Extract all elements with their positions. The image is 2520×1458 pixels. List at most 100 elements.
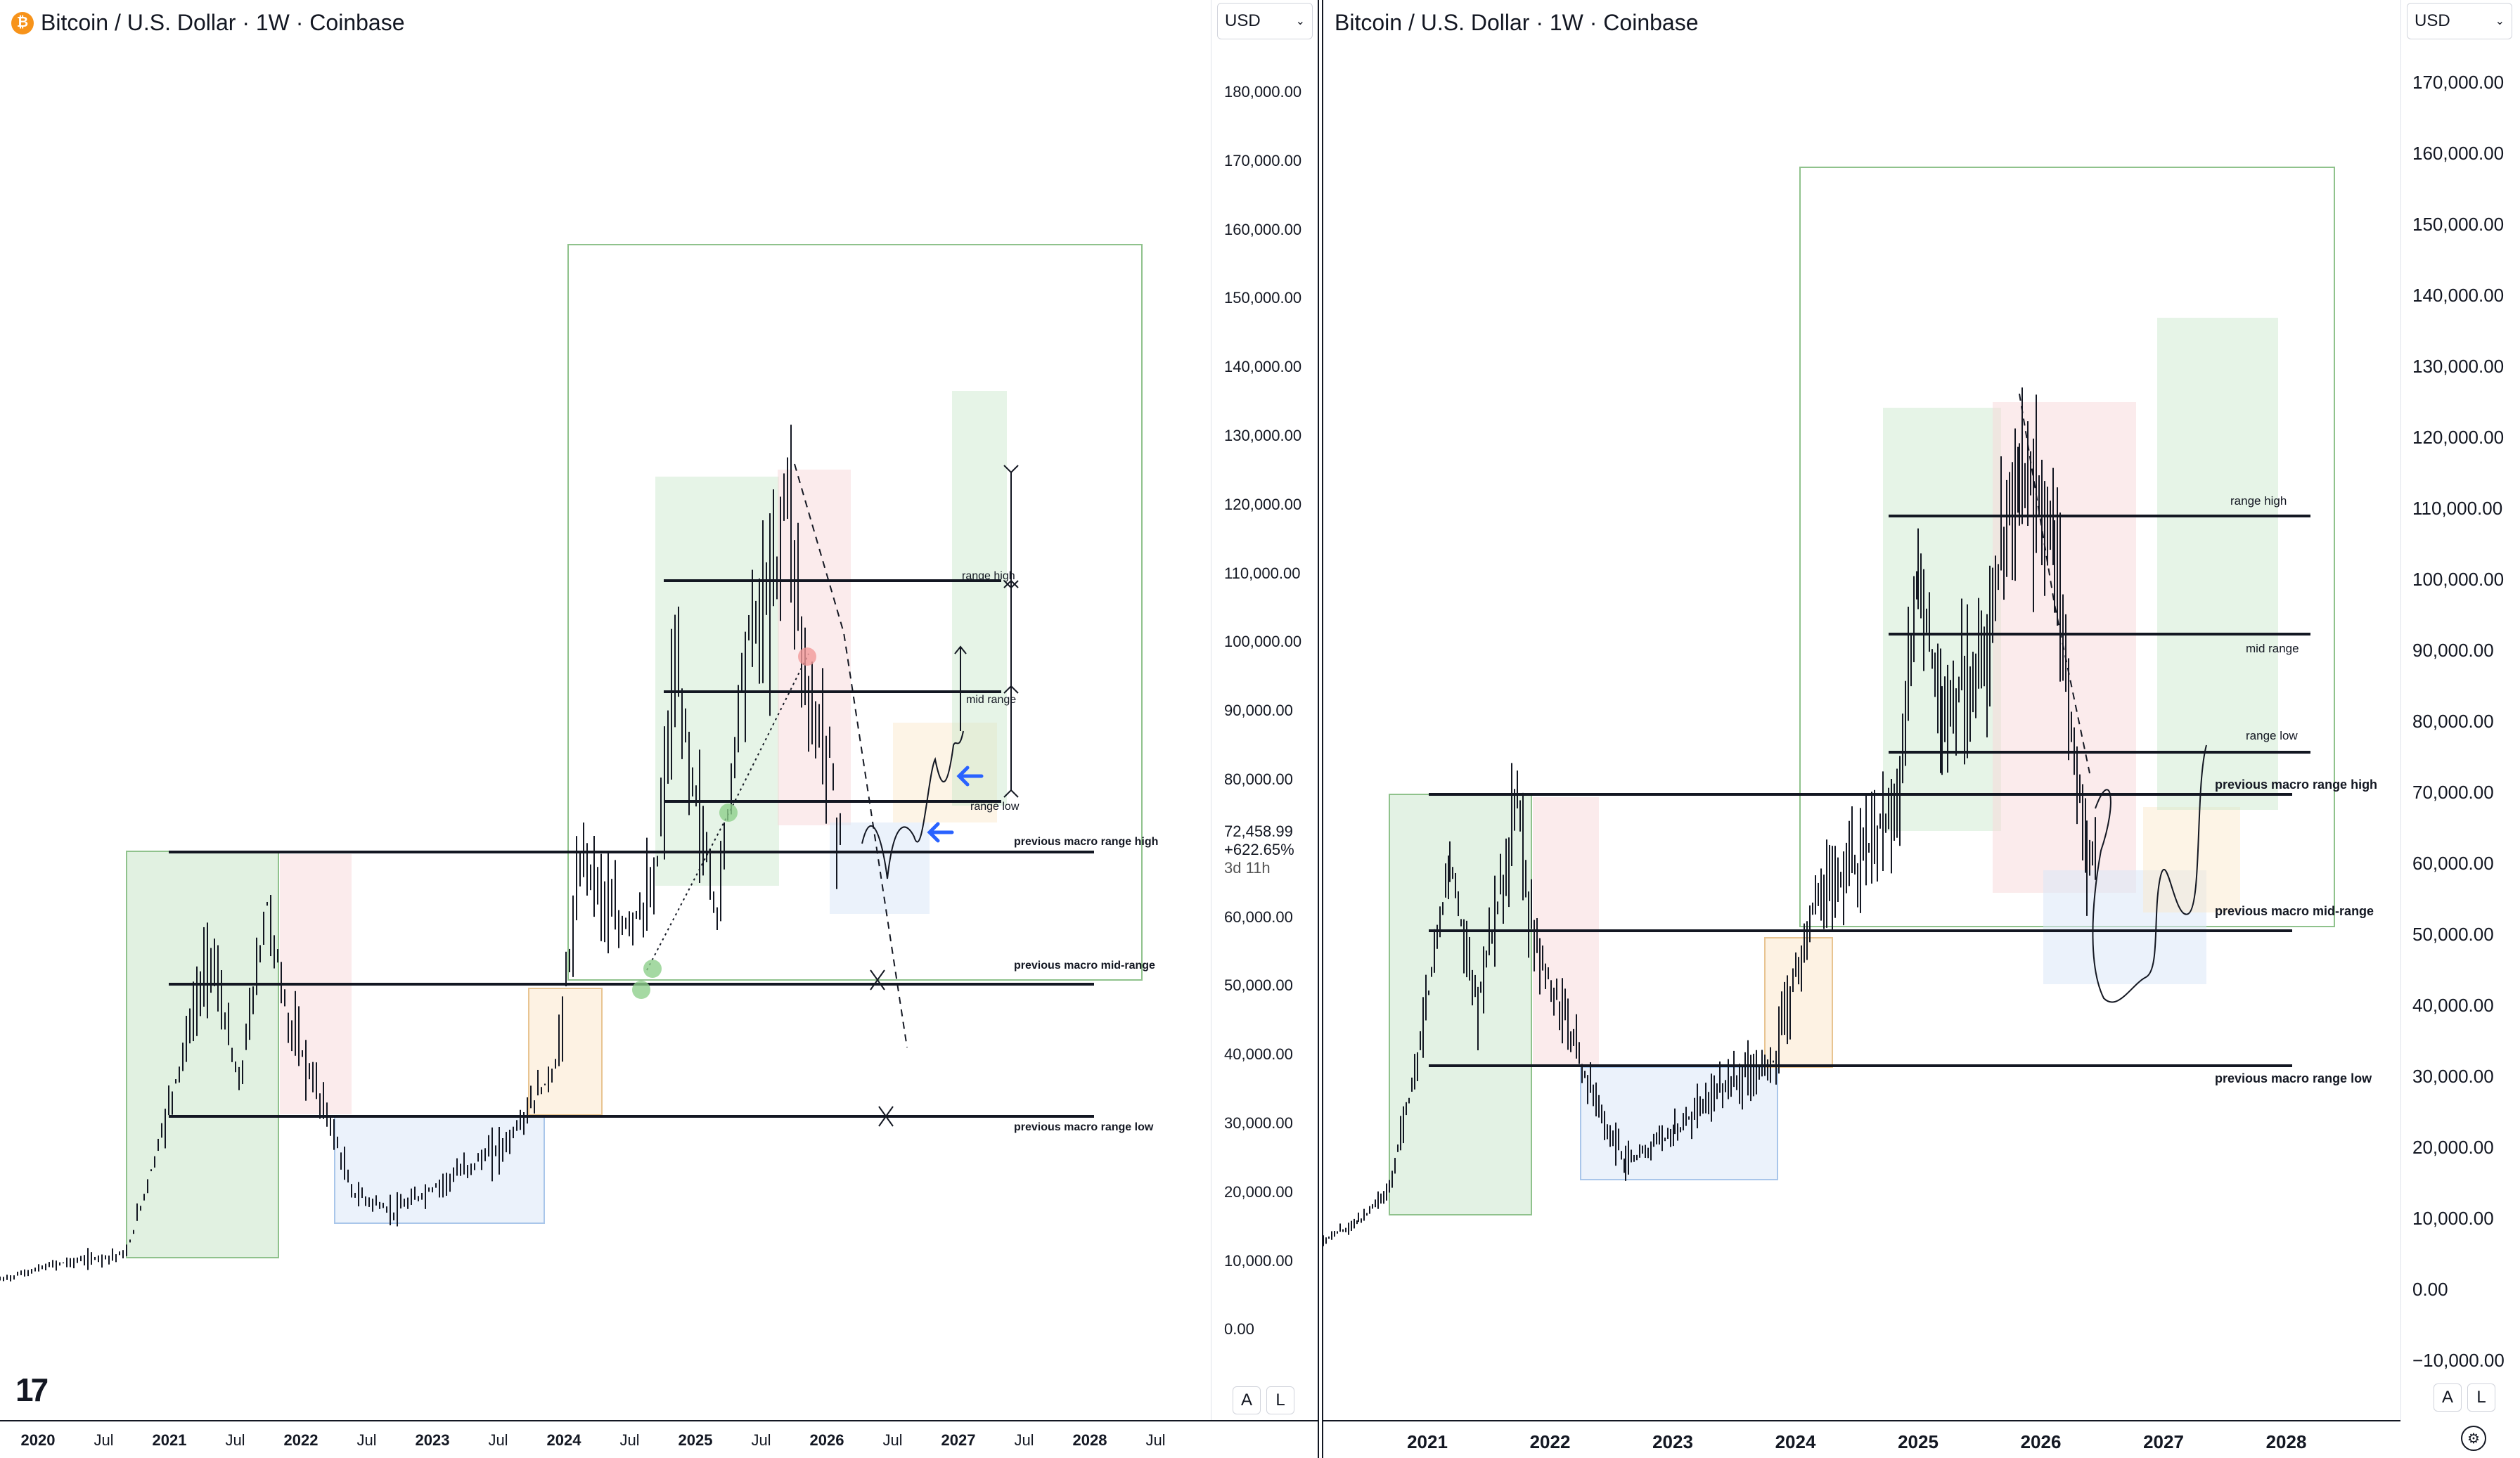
- right-currency-select[interactable]: USD ⌄: [2407, 3, 2512, 39]
- price-tick-label: 110,000.00: [2412, 498, 2503, 519]
- right-price-axis[interactable]: USD ⌄ 170,000.00 160,000.00 150,000.00 140,…: [2400, 0, 2520, 1420]
- gear-icon[interactable]: ⚙: [2461, 1426, 2486, 1451]
- time-tick-label: Jul: [1014, 1431, 1034, 1449]
- chevron-down-icon: ⌄: [1295, 15, 1305, 27]
- candlestick-series: [1323, 387, 2096, 1246]
- pivot-marker: [719, 804, 738, 822]
- price-tick-label: 110,000.00: [1224, 564, 1301, 582]
- reaccumulation-zone-2026: [893, 723, 997, 822]
- arrowhead-icon: [1003, 580, 1019, 589]
- time-tick-label: 2022: [1529, 1431, 1571, 1452]
- price-tick-label: 10,000.00: [1224, 1251, 1293, 1270]
- right-price-chart[interactable]: previous macro range high previous macro …: [1323, 0, 2399, 1420]
- arrowhead-icon: [1003, 579, 1019, 588]
- right-time-axis[interactable]: 2021 2022 2023 2024 2025 2026 2027 2028: [1323, 1420, 2400, 1458]
- left-title-text: Bitcoin / U.S. Dollar · 1W · Coinbase: [41, 10, 405, 35]
- price-tick-label: 0.00: [1224, 1320, 1254, 1338]
- projected-bull-zone: [2157, 318, 2278, 810]
- arrowhead-icon: [1003, 465, 1019, 474]
- time-tick-label: 2024: [1775, 1431, 1816, 1452]
- left-price-axis[interactable]: USD ⌄ 180,000.00 170,000.00 160,000.00 150,…: [1211, 0, 1318, 1420]
- price-tick-label: 90,000.00: [2412, 640, 2494, 661]
- auto-scale-button[interactable]: A: [1233, 1386, 1261, 1414]
- price-tick-label: 20,000.00: [2412, 1137, 2494, 1158]
- bar-countdown: 3d 11h: [1224, 859, 1271, 877]
- previous-macro-mid-label: previous macro mid-range: [1014, 960, 1155, 972]
- left-price-chart[interactable]: previous macro range high previous macro …: [0, 0, 1209, 1420]
- chevron-down-icon: ⌄: [2495, 15, 2505, 27]
- candlestick-series: [0, 425, 841, 1282]
- time-tick-label: 2026: [809, 1431, 844, 1449]
- pivot-marker: [632, 981, 650, 999]
- tradingview-logo[interactable]: 17: [15, 1372, 49, 1408]
- right-currency-label: USD: [2415, 11, 2450, 30]
- time-tick-label: 2021: [152, 1431, 187, 1449]
- right-symbol-title[interactable]: Bitcoin / U.S. Dollar · 1W · Coinbase: [1335, 10, 1699, 36]
- price-tick-label: 80,000.00: [1224, 770, 1293, 788]
- bull-zone-2021: [126, 851, 279, 1258]
- time-tick-label: Jul: [488, 1431, 508, 1449]
- time-tick-label: 2027: [2143, 1431, 2184, 1452]
- price-tick-label: 60,000.00: [2412, 853, 2494, 874]
- price-tick-label: 150,000.00: [1224, 289, 1302, 307]
- time-tick-label: 2028: [1072, 1431, 1107, 1449]
- time-tick-label: Jul: [882, 1431, 903, 1449]
- price-tick-label: 170,000.00: [1224, 151, 1302, 169]
- time-tick-label: Jul: [356, 1431, 377, 1449]
- time-tick-label: Jul: [1145, 1431, 1166, 1449]
- previous-macro-mid-label: previous macro mid-range: [2215, 904, 2374, 918]
- distribution-zone-2025: [778, 470, 851, 825]
- price-tick-label: 130,000.00: [1224, 427, 1302, 444]
- bitcoin-logo-icon: ₿: [11, 11, 34, 34]
- time-tick-label: 2021: [1407, 1431, 1448, 1452]
- projected-path-sketch: [861, 730, 964, 879]
- time-tick-label: Jul: [751, 1431, 771, 1449]
- price-tick-label: 100,000.00: [2412, 569, 2505, 590]
- left-time-axis[interactable]: 2020 Jul 2021 Jul 2022 Jul 2023 Jul 2024 Jul 2025 J…: [0, 1420, 1318, 1458]
- range-high-label: range high: [2230, 494, 2287, 508]
- price-tick-label: 30,000.00: [2412, 1066, 2494, 1087]
- time-tick-label: Jul: [619, 1431, 640, 1449]
- mid-range-label: mid range: [2246, 642, 2299, 655]
- mid-range-label: mid range: [966, 694, 1016, 706]
- left-symbol-title[interactable]: ₿ Bitcoin / U.S. Dollar · 1W · Coinbase: [11, 10, 405, 36]
- log-scale-button[interactable]: L: [2467, 1383, 2495, 1412]
- price-tick-label: 30,000.00: [1224, 1114, 1293, 1132]
- time-tick-label: 2020: [20, 1431, 56, 1449]
- right-chart-pane[interactable]: previous macro range high previous macro …: [1322, 0, 2520, 1458]
- price-tick-label: 80,000.00: [2412, 711, 2494, 732]
- entry-arrow-icon: [956, 766, 984, 787]
- log-scale-button[interactable]: L: [1266, 1386, 1294, 1414]
- price-tick-label: 160,000.00: [2412, 143, 2505, 164]
- reaccumulation-zone-2026: [2143, 807, 2240, 912]
- left-currency-select[interactable]: USD ⌄: [1217, 3, 1313, 39]
- change-percent: +622.65%: [1224, 841, 1294, 858]
- arrowhead-icon: [1003, 685, 1019, 694]
- price-tick-label: 90,000.00: [1224, 702, 1293, 720]
- auto-scale-button[interactable]: A: [2434, 1383, 2462, 1412]
- left-currency-label: USD: [1225, 11, 1261, 30]
- price-tick-label: 150,000.00: [2412, 214, 2505, 235]
- breakdown-marker: [798, 647, 816, 666]
- price-tick-label: 70,000.00: [2412, 782, 2494, 803]
- price-tick-label: 140,000.00: [1224, 358, 1302, 376]
- last-price: 72,458.99: [1224, 822, 1293, 840]
- entry-arrow-icon: [927, 822, 954, 843]
- price-tick-label: 120,000.00: [2412, 427, 2505, 448]
- time-tick-label: 2023: [1652, 1431, 1693, 1452]
- price-tick-label: 140,000.00: [2412, 285, 2505, 306]
- time-tick-label: 2023: [415, 1431, 450, 1449]
- accumulation-zone-2026: [2043, 870, 2206, 984]
- price-tick-label: 60,000.00: [1224, 908, 1293, 926]
- time-tick-label: 2026: [2020, 1431, 2062, 1452]
- bull-zone-2024: [655, 477, 779, 886]
- price-tick-label: 10,000.00: [2412, 1208, 2494, 1229]
- price-tick-label: 170,000.00: [2412, 72, 2505, 93]
- projected-path-sketch: [2092, 744, 2207, 1003]
- distribution-zone-2025: [1993, 402, 2136, 893]
- previous-macro-high-label: previous macro range high: [1014, 836, 1158, 848]
- left-chart-pane[interactable]: previous macro range high previous macro …: [0, 0, 1319, 1458]
- projection-arrow-icon: [954, 645, 967, 731]
- previous-macro-high-label: previous macro range high: [2215, 778, 2377, 792]
- price-tick-label: 120,000.00: [1224, 495, 1302, 513]
